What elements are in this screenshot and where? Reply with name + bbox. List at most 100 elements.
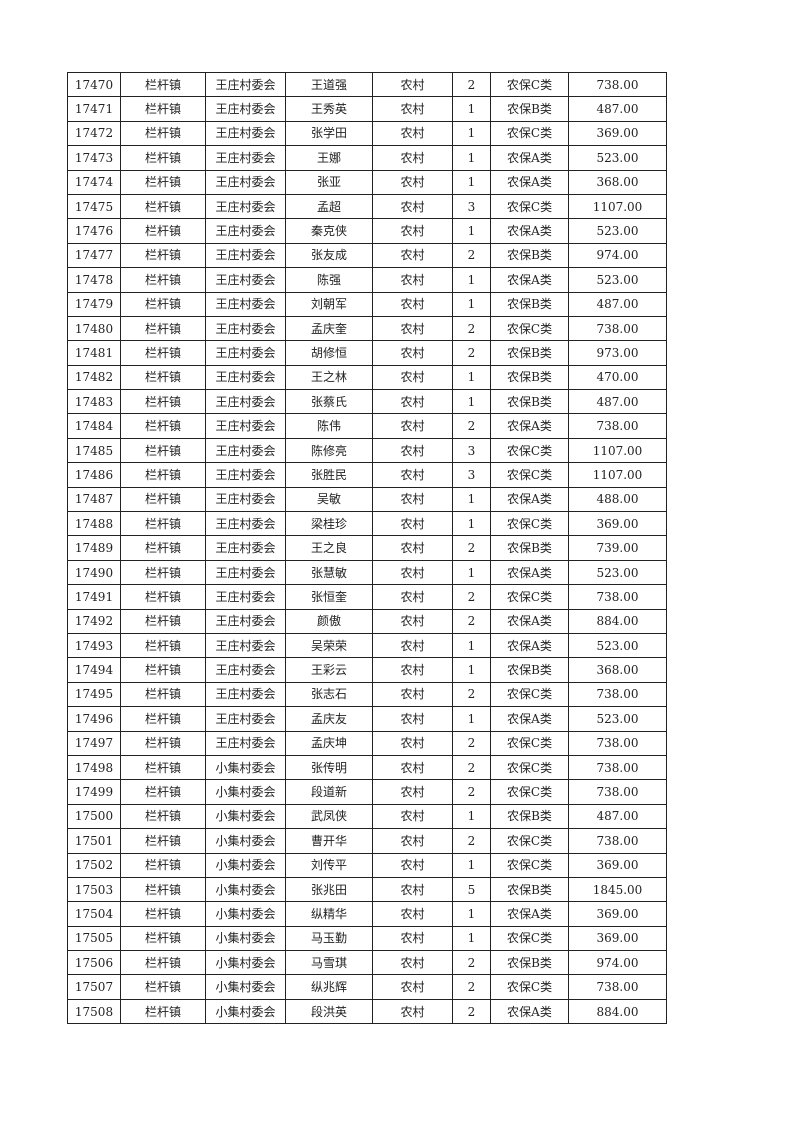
- area-type-cell: 农村: [372, 950, 453, 976]
- table-row: 17474 栏杆镇 王庄村委会 张亚 农村 1 农保A类 368.00: [67, 169, 667, 195]
- household-count-cell: 2: [452, 535, 491, 561]
- village-committee-cell: 王庄村委会: [205, 96, 286, 122]
- town-cell: 栏杆镇: [120, 657, 206, 683]
- area-type-cell: 农村: [372, 364, 453, 391]
- amount-cell: 488.00: [568, 486, 667, 513]
- insurance-category-cell: 农保A类: [490, 706, 569, 732]
- amount-cell: 523.00: [568, 706, 667, 732]
- area-type-cell: 农村: [372, 828, 453, 854]
- person-name-cell: 张蔡氏: [285, 389, 373, 415]
- row-number-cell: 17508: [67, 998, 121, 1025]
- person-name-cell: 颜傲: [285, 608, 373, 634]
- amount-cell: 523.00: [568, 267, 667, 293]
- table-row: 17486 栏杆镇 王庄村委会 张胜民 农村 3 农保C类 1107.00: [67, 462, 667, 488]
- amount-cell: 369.00: [568, 852, 667, 878]
- insurance-category-cell: 农保B类: [490, 291, 569, 317]
- person-name-cell: 秦克侠: [285, 218, 373, 244]
- household-count-cell: 2: [452, 779, 491, 805]
- insurance-category-cell: 农保A类: [490, 413, 569, 439]
- area-type-cell: 农村: [372, 120, 453, 147]
- table-row: 17497 栏杆镇 王庄村委会 孟庆坤 农村 2 农保C类 738.00: [67, 730, 667, 756]
- amount-cell: 487.00: [568, 291, 667, 317]
- amount-cell: 1107.00: [568, 193, 667, 220]
- amount-cell: 523.00: [568, 632, 667, 659]
- person-name-cell: 陈修亮: [285, 437, 373, 464]
- row-number-cell: 17492: [67, 608, 121, 634]
- row-number-cell: 17478: [67, 267, 121, 293]
- town-cell: 栏杆镇: [120, 267, 206, 293]
- amount-cell: 738.00: [568, 71, 667, 98]
- amount-cell: 369.00: [568, 511, 667, 537]
- amount-cell: 1107.00: [568, 462, 667, 488]
- area-type-cell: 农村: [372, 535, 453, 561]
- amount-cell: 738.00: [568, 413, 667, 439]
- household-count-cell: 2: [452, 730, 491, 756]
- person-name-cell: 刘朝军: [285, 291, 373, 317]
- town-cell: 栏杆镇: [120, 876, 206, 903]
- village-committee-cell: 王庄村委会: [205, 340, 286, 366]
- area-type-cell: 农村: [372, 315, 453, 342]
- town-cell: 栏杆镇: [120, 828, 206, 854]
- area-type-cell: 农村: [372, 657, 453, 683]
- insurance-category-cell: 农保B类: [490, 96, 569, 122]
- village-committee-cell: 王庄村委会: [205, 584, 286, 610]
- area-type-cell: 农村: [372, 71, 453, 98]
- table-row: 17483 栏杆镇 王庄村委会 张蔡氏 农村 1 农保B类 487.00: [67, 389, 667, 415]
- village-committee-cell: 王庄村委会: [205, 267, 286, 293]
- person-name-cell: 张恒奎: [285, 584, 373, 610]
- household-count-cell: 1: [452, 291, 491, 317]
- area-type-cell: 农村: [372, 169, 453, 195]
- area-type-cell: 农村: [372, 486, 453, 513]
- village-committee-cell: 小集村委会: [205, 901, 286, 927]
- town-cell: 栏杆镇: [120, 559, 206, 586]
- village-committee-cell: 小集村委会: [205, 925, 286, 952]
- household-count-cell: 2: [452, 71, 491, 98]
- town-cell: 栏杆镇: [120, 71, 206, 98]
- row-number-cell: 17471: [67, 96, 121, 122]
- household-count-cell: 1: [452, 901, 491, 927]
- area-type-cell: 农村: [372, 706, 453, 732]
- row-number-cell: 17486: [67, 462, 121, 488]
- household-count-cell: 1: [452, 925, 491, 952]
- area-type-cell: 农村: [372, 462, 453, 488]
- person-name-cell: 段道新: [285, 779, 373, 805]
- person-name-cell: 胡修恒: [285, 340, 373, 366]
- person-name-cell: 武凤侠: [285, 803, 373, 830]
- amount-cell: 369.00: [568, 925, 667, 952]
- insurance-category-cell: 农保A类: [490, 901, 569, 927]
- insurance-category-cell: 农保A类: [490, 218, 569, 244]
- village-committee-cell: 小集村委会: [205, 998, 286, 1025]
- household-count-cell: 2: [452, 584, 491, 610]
- town-cell: 栏杆镇: [120, 364, 206, 391]
- person-name-cell: 张兆田: [285, 876, 373, 903]
- town-cell: 栏杆镇: [120, 754, 206, 781]
- row-number-cell: 17474: [67, 169, 121, 195]
- town-cell: 栏杆镇: [120, 437, 206, 464]
- household-count-cell: 1: [452, 267, 491, 293]
- amount-cell: 738.00: [568, 584, 667, 610]
- row-number-cell: 17497: [67, 730, 121, 756]
- insurance-category-cell: 农保C类: [490, 193, 569, 220]
- insurance-category-cell: 农保A类: [490, 559, 569, 586]
- row-number-cell: 17499: [67, 779, 121, 805]
- area-type-cell: 农村: [372, 559, 453, 586]
- row-number-cell: 17496: [67, 706, 121, 732]
- amount-cell: 974.00: [568, 950, 667, 976]
- household-count-cell: 1: [452, 486, 491, 513]
- row-number-cell: 17477: [67, 242, 121, 269]
- town-cell: 栏杆镇: [120, 608, 206, 634]
- person-name-cell: 陈强: [285, 267, 373, 293]
- row-number-cell: 17498: [67, 754, 121, 781]
- household-count-cell: 1: [452, 120, 491, 147]
- table-row: 17477 栏杆镇 王庄村委会 张友成 农村 2 农保B类 974.00: [67, 242, 667, 269]
- person-name-cell: 纵精华: [285, 901, 373, 927]
- person-name-cell: 孟庆坤: [285, 730, 373, 756]
- village-committee-cell: 王庄村委会: [205, 608, 286, 634]
- row-number-cell: 17488: [67, 511, 121, 537]
- insurance-category-cell: 农保C类: [490, 511, 569, 537]
- table-row: 17470 栏杆镇 王庄村委会 王道强 农村 2 农保C类 738.00: [67, 71, 667, 98]
- person-name-cell: 段洪英: [285, 998, 373, 1025]
- person-name-cell: 王道强: [285, 71, 373, 98]
- person-name-cell: 张慧敏: [285, 559, 373, 586]
- amount-cell: 739.00: [568, 535, 667, 561]
